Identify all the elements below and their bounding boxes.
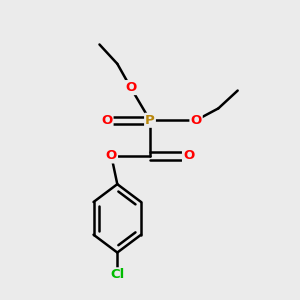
Text: P: P <box>145 114 155 127</box>
Text: O: O <box>106 149 117 162</box>
Text: O: O <box>190 114 202 127</box>
Text: O: O <box>125 81 136 94</box>
Text: O: O <box>183 149 194 162</box>
Text: O: O <box>101 114 112 127</box>
Text: Cl: Cl <box>110 268 124 281</box>
